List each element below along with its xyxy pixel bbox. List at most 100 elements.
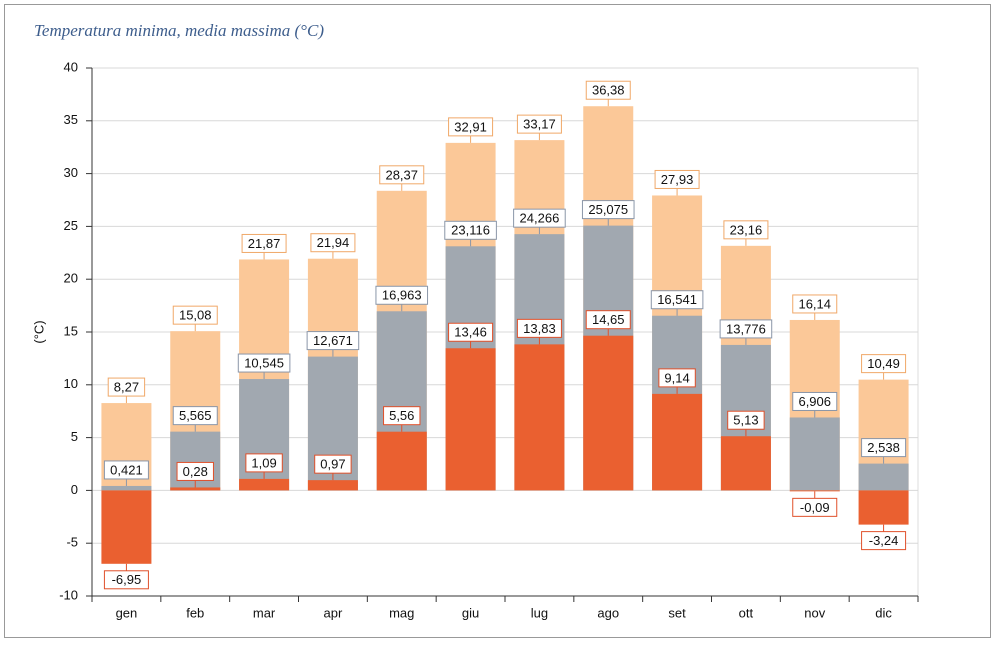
label-box (792, 497, 838, 517)
data-label: -0,09 (800, 500, 830, 515)
x-tick-label: gen (116, 605, 138, 620)
data-label: 6,906 (798, 394, 831, 409)
x-tick-label: mar (253, 605, 276, 620)
data-label: 10,49 (867, 356, 900, 371)
y-tick-label: 35 (64, 112, 78, 127)
data-label: 5,565 (179, 408, 212, 423)
y-tick-label: 10 (64, 376, 78, 391)
x-tick-label: mag (389, 605, 414, 620)
x-tick-label: apr (324, 605, 343, 620)
x-tick-label: feb (186, 605, 204, 620)
bar (101, 485, 152, 491)
data-label: -6,95 (112, 572, 142, 587)
data-label: 13,776 (726, 321, 766, 336)
label-box (172, 406, 218, 426)
bar (858, 463, 909, 491)
bar (720, 436, 771, 491)
label-box (861, 531, 907, 551)
label-box (658, 368, 696, 388)
bar (101, 490, 152, 564)
y-tick-label: 15 (64, 323, 78, 338)
bar (445, 348, 496, 491)
label-box (383, 406, 421, 426)
label-box (861, 438, 907, 458)
data-label: 36,38 (592, 83, 625, 98)
label-box (585, 80, 631, 100)
data-label: 5,56 (389, 408, 414, 423)
label-box (581, 200, 635, 220)
data-label: 9,14 (664, 370, 689, 385)
y-tick-label: 20 (64, 271, 78, 286)
data-label: 14,65 (592, 312, 625, 327)
data-label: 32,91 (454, 119, 487, 134)
x-tick-label: set (668, 605, 686, 620)
label-box (792, 391, 838, 411)
label-box (107, 377, 146, 397)
data-label: 8,27 (114, 380, 139, 395)
label-box (375, 285, 429, 305)
y-tick-label: 30 (64, 165, 78, 180)
bar (170, 487, 221, 491)
data-label: 25,075 (588, 202, 628, 217)
data-label: 27,93 (661, 172, 694, 187)
bar (858, 490, 909, 525)
bar (376, 431, 427, 491)
label-box (448, 117, 494, 137)
x-tick-label: dic (875, 605, 892, 620)
bar (789, 417, 840, 491)
y-tick-label: 25 (64, 218, 78, 233)
y-tick-label: 40 (64, 59, 78, 74)
label-box (176, 461, 214, 481)
label-box (516, 318, 562, 338)
data-label: 0,97 (320, 457, 345, 472)
x-tick-label: giu (462, 605, 479, 620)
label-box (379, 165, 425, 185)
data-label: 5,13 (733, 413, 758, 428)
bar (307, 480, 358, 491)
label-box (172, 305, 218, 325)
data-label: 0,28 (183, 464, 208, 479)
bar (239, 478, 290, 491)
label-box (103, 570, 149, 590)
label-box (861, 354, 907, 374)
y-tick-label: 5 (71, 429, 78, 444)
label-box (314, 454, 352, 474)
y-tick-label: 0 (71, 482, 78, 497)
data-label: 16,963 (382, 288, 422, 303)
label-box (719, 319, 773, 339)
label-box (241, 233, 287, 253)
x-tick-label: lug (531, 605, 548, 620)
data-label: 0,421 (110, 462, 143, 477)
data-label: 16,14 (798, 296, 831, 311)
data-label: 12,671 (313, 333, 353, 348)
label-box (310, 233, 356, 253)
label-box (727, 410, 765, 430)
y-tick-label: -10 (59, 587, 78, 602)
chart-title: Temperatura minima, media massima (°C) (34, 21, 324, 40)
label-box (306, 331, 360, 351)
data-label: 13,46 (454, 325, 487, 340)
label-box (585, 310, 631, 330)
data-label: 15,08 (179, 308, 212, 323)
label-box (444, 220, 497, 240)
x-tick-label: ago (597, 605, 619, 620)
label-box (513, 208, 566, 228)
data-label: 28,37 (385, 167, 418, 182)
data-label: -3,24 (869, 533, 899, 548)
label-box (103, 460, 149, 480)
label-box (237, 353, 291, 373)
frame (4, 4, 991, 638)
data-label: 16,541 (657, 292, 697, 307)
label-box (723, 220, 769, 240)
label-box (516, 114, 562, 134)
label-box (448, 322, 494, 342)
data-label: 23,16 (730, 222, 763, 237)
data-label: 13,83 (523, 321, 556, 336)
data-label: 1,09 (251, 455, 276, 470)
data-label: 23,116 (451, 223, 490, 238)
data-label: 21,94 (317, 235, 350, 250)
data-label: 33,17 (523, 117, 556, 132)
y-tick-label: -5 (66, 535, 78, 550)
x-tick-label: nov (804, 605, 825, 620)
